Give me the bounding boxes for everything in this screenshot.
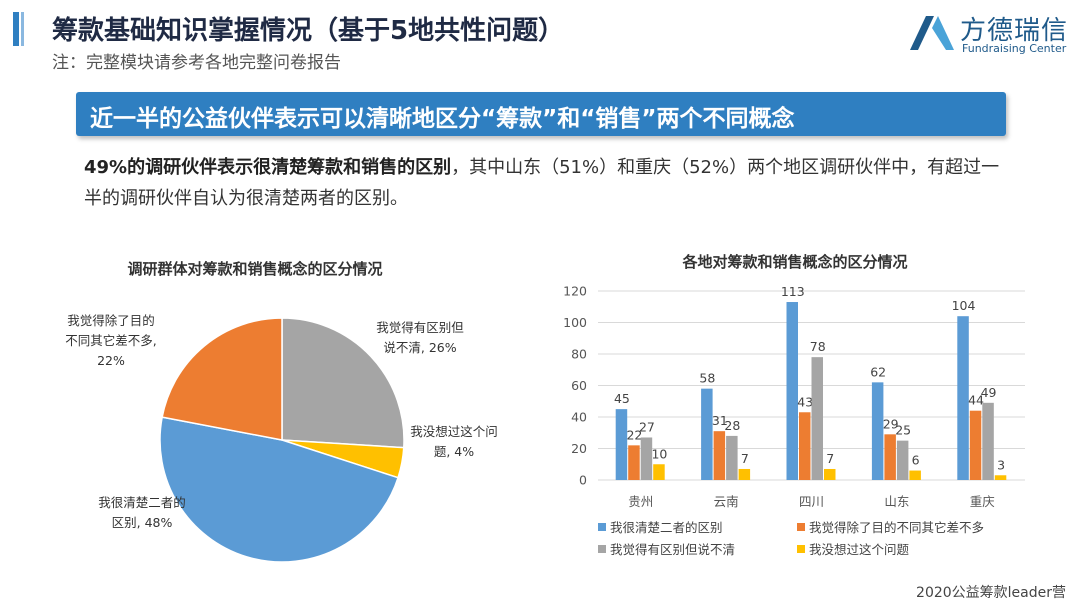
pie-slice-label: 我觉得有区别但 (376, 320, 464, 335)
bar (994, 475, 1007, 480)
bar (969, 410, 982, 480)
footer-credit: 2020公益筹款leader营 (916, 585, 1066, 601)
bar-value-label: 113 (781, 284, 805, 299)
y-tick-label: 60 (571, 378, 587, 393)
x-tick-label: 贵州 (628, 494, 653, 509)
bar (713, 431, 726, 480)
pie-slice (281, 317, 405, 449)
pie-slice-label: 题, 4% (434, 444, 474, 459)
bar-value-label: 3 (997, 457, 1005, 472)
legend-swatch (797, 545, 805, 553)
legend-swatch (797, 523, 805, 531)
pie-slice-label: 区别, 48% (112, 515, 173, 530)
bar-value-label: 104 (952, 298, 976, 313)
summary-highlight: 49%的调研伙伴表示很清楚筹款和销售的区别 (84, 157, 452, 178)
pie-chart-title: 调研群体对筹款和销售概念的区分情况 (127, 260, 382, 278)
bar-value-label: 25 (895, 423, 911, 438)
bar-value-label: 7 (826, 451, 834, 466)
summary-paragraph: 49%的调研伙伴表示很清楚筹款和销售的区别，其中山东（51%）和重庆（52%）两… (84, 152, 1004, 214)
x-tick-label: 山东 (884, 494, 909, 509)
title-accent-bar-light (21, 12, 24, 46)
bar (909, 470, 921, 480)
bar (871, 382, 884, 480)
y-tick-label: 80 (571, 347, 587, 362)
bar-chart-title: 各地对筹款和销售概念的区分情况 (681, 253, 907, 271)
bar (615, 409, 628, 481)
bar (738, 468, 751, 480)
legend-label: 我很清楚二者的区别 (610, 520, 723, 535)
bar-value-label: 62 (870, 364, 886, 379)
bar (701, 388, 713, 480)
x-tick-label: 云南 (714, 494, 739, 509)
bar (896, 440, 909, 481)
page-note: 注：完整模块请参考各地完整问卷报告 (52, 53, 341, 73)
y-tick-label: 40 (571, 410, 587, 425)
pie-slice (161, 317, 283, 441)
bar (640, 437, 653, 480)
legend-swatch (598, 545, 606, 553)
title-accent-bar (13, 12, 19, 46)
summary-detail: ，其中山东（51%）和重庆（52%）两个地区调研伙伴中，有超过一半的调研伙伴自认… (84, 157, 1000, 209)
y-tick-label: 20 (571, 441, 587, 456)
bar (884, 434, 896, 480)
bar (628, 445, 640, 480)
bar-value-label: 58 (699, 371, 715, 386)
pie-slice-label: 我很清楚二者的 (98, 495, 186, 510)
legend-label: 我没想过这个问题 (809, 542, 910, 557)
bar-value-label: 78 (810, 339, 826, 354)
bar (824, 468, 836, 480)
bar-value-label: 10 (651, 446, 667, 461)
bar (786, 302, 798, 480)
bar-value-label: 44 (968, 393, 984, 408)
pie-slice (159, 416, 399, 563)
legend-label: 我觉得有区别但说不清 (610, 542, 735, 557)
x-tick-label: 重庆 (970, 494, 996, 509)
pie-slice-label: 我觉得除了目的 (67, 313, 155, 328)
banner-text: 近一半的公益伙伴表示可以清晰地区分“筹款”和“销售”两个不同概念 (90, 106, 795, 132)
page-title: 筹款基础知识掌握情况（基于5地共性问题） (52, 16, 565, 46)
bar-value-label: 45 (614, 391, 630, 406)
bar (982, 402, 994, 480)
bar-value-label: 27 (639, 419, 655, 434)
logo-mark-icon (910, 16, 954, 50)
bar (957, 316, 969, 480)
pie-slice-label: 说不清, 26% (383, 340, 456, 355)
bar (799, 412, 811, 480)
logo-name-en: Fundraising Center (962, 42, 1067, 55)
logo-name-cn: 方德瑞信 (960, 16, 1069, 46)
legend-swatch (598, 523, 606, 531)
bar (653, 464, 665, 480)
pie-slice-label: 不同其它差不多, (65, 333, 156, 348)
bar (726, 435, 738, 480)
pie-slice-label: 我没想过这个问 (410, 424, 498, 439)
y-tick-label: 120 (563, 284, 587, 299)
bar-value-label: 49 (981, 385, 997, 400)
key-finding-banner: 近一半的公益伙伴表示可以清晰地区分“筹款”和“销售”两个不同概念 (76, 92, 1006, 136)
legend-label: 我觉得除了目的不同其它差不多 (809, 520, 984, 535)
bar-value-label: 6 (912, 453, 920, 468)
bar-value-label: 28 (724, 418, 740, 433)
y-tick-label: 0 (579, 473, 587, 488)
bar-value-label: 7 (741, 451, 749, 466)
bar-value-label: 29 (883, 416, 899, 431)
bar-value-label: 43 (797, 394, 813, 409)
pie-slice-label: 22% (97, 353, 125, 368)
bar-value-label: 22 (626, 427, 642, 442)
bar-value-label: 31 (712, 413, 728, 428)
x-tick-label: 四川 (799, 494, 824, 509)
y-tick-label: 100 (563, 315, 587, 330)
bar (811, 357, 823, 480)
